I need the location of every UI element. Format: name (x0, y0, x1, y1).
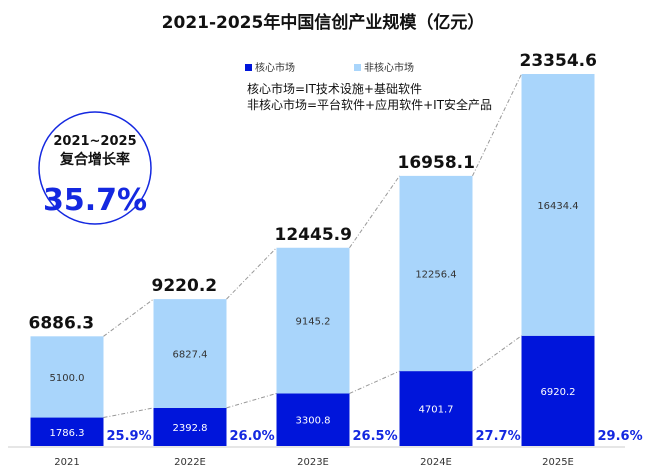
noncore-value-label: 12256.4 (415, 269, 456, 280)
core-share-label: 29.6% (598, 429, 643, 444)
total-connector-line (349, 175, 400, 249)
core-share-label: 26.5% (353, 429, 398, 444)
bar-core-2025E (521, 335, 595, 446)
bar-core-2024E (399, 371, 473, 446)
noncore-value-label: 16434.4 (537, 201, 578, 212)
legend-swatch-noncore (354, 64, 361, 71)
bar-core-2021 (30, 417, 104, 446)
cagr-label: 复合增长率 (59, 151, 130, 168)
core-connector-line (103, 407, 154, 419)
note-noncore-definition: 非核心市场=平台软件+应用软件+IT安全产品 (247, 97, 492, 112)
core-connector-line (349, 370, 400, 394)
bar-noncore-2024E (399, 175, 473, 372)
chart-title: 2021-2025年中国信创产业规模（亿元） (162, 12, 485, 33)
legend-label-core: 核心市场 (255, 61, 295, 74)
total-value-label: 23354.6 (520, 51, 597, 71)
total-connector-line (103, 298, 154, 337)
bar-noncore-2021 (30, 336, 104, 418)
core-connector-line (226, 392, 277, 409)
noncore-value-label: 6827.4 (173, 350, 208, 361)
total-value-label: 6886.3 (29, 313, 95, 333)
legend-label-noncore: 非核心市场 (364, 61, 414, 74)
total-connector-line (472, 73, 522, 177)
core-share-label: 25.9% (107, 429, 152, 444)
core-share-label: 27.7% (476, 429, 521, 444)
core-value-label: 4701.7 (419, 405, 454, 416)
core-value-label: 6920.2 (541, 387, 576, 398)
noncore-value-label: 9145.2 (296, 317, 331, 328)
total-value-label: 12445.9 (275, 225, 352, 245)
total-connector-line (226, 247, 277, 300)
x-tick-label: 2025E (542, 457, 574, 468)
x-tick-label: 2021 (54, 457, 79, 468)
total-value-label: 16958.1 (398, 153, 475, 173)
x-tick-label: 2023E (297, 457, 329, 468)
x-tick-label: 2024E (420, 457, 452, 468)
bar-noncore-2022E (153, 299, 227, 408)
cagr-value: 35.7% (43, 183, 147, 218)
core-share-label: 26.0% (230, 429, 275, 444)
bar-noncore-2025E (521, 74, 595, 336)
core-value-label: 2392.8 (173, 423, 208, 434)
core-value-label: 1786.3 (50, 428, 85, 439)
core-connector-line (472, 335, 522, 372)
bar-noncore-2023E (276, 247, 350, 394)
noncore-value-label: 5100.0 (50, 373, 85, 384)
x-tick-label: 2022E (174, 457, 206, 468)
core-value-label: 3300.8 (296, 416, 331, 427)
cagr-period: 2021~2025 (53, 134, 136, 149)
total-value-label: 9220.2 (152, 276, 218, 296)
cagr-circle (38, 111, 152, 225)
legend-swatch-core (245, 64, 252, 71)
bar-core-2022E (153, 407, 227, 446)
note-core-definition: 核心市场=IT技术设施+基础软件 (247, 81, 422, 96)
bar-core-2023E (276, 393, 350, 446)
